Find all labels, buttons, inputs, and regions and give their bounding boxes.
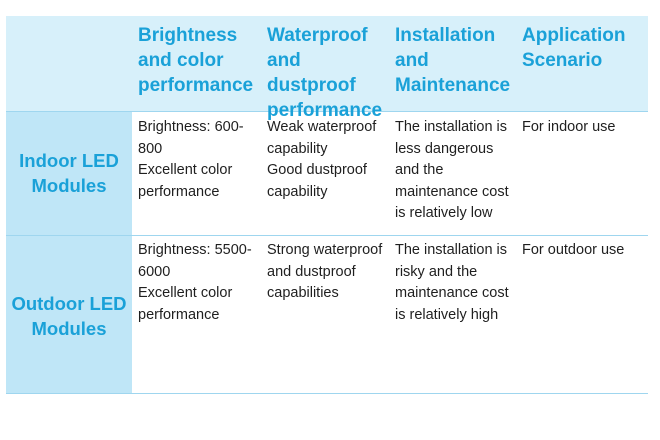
cell-indoor-brightness: Brightness: 600-800 Excellent color perf… bbox=[138, 119, 244, 200]
column-header-application: Application Scenario bbox=[522, 25, 626, 71]
cell-indoor-installation: The installation is less dangerous and t… bbox=[395, 119, 509, 221]
cell-outdoor-waterproof: Strong waterproof and dustproof capabili… bbox=[267, 242, 383, 301]
cell-outdoor-application: For outdoor use bbox=[522, 242, 625, 258]
column-header-waterproof: Waterproof and dustproof performance bbox=[267, 25, 383, 121]
cell-indoor-application: For indoor use bbox=[522, 119, 616, 135]
table-header-row bbox=[6, 16, 648, 111]
column-header-installation: Installation and Maintenance bbox=[395, 25, 511, 96]
column-header-brightness: Brightness and color performance bbox=[138, 25, 254, 96]
row-header-outdoor bbox=[6, 235, 132, 394]
row-label-outdoor: Outdoor LED Modules bbox=[11, 293, 127, 339]
row-label-indoor: Indoor LED Modules bbox=[19, 150, 119, 196]
row-divider bbox=[6, 393, 648, 394]
cell-indoor-waterproof: Weak waterproof capability Good dustproo… bbox=[267, 119, 377, 200]
comparison-table: Brightness and color performance Waterpr… bbox=[6, 16, 648, 394]
cell-outdoor-installation: The installation is risky and the mainte… bbox=[395, 242, 509, 323]
row-divider bbox=[6, 235, 648, 236]
cell-outdoor-brightness: Brightness: 5500-6000 Excellent color pe… bbox=[138, 242, 252, 323]
row-header-indoor bbox=[6, 111, 132, 235]
row-divider bbox=[6, 111, 648, 112]
